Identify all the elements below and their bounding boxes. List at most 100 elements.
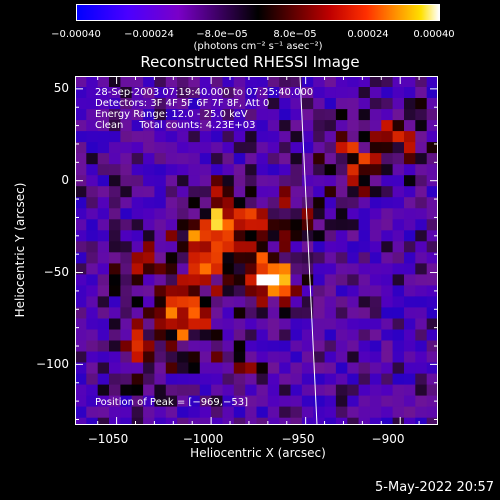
heatmap-cell bbox=[415, 76, 428, 88]
heatmap-cell bbox=[86, 395, 99, 408]
heatmap-cell bbox=[301, 296, 314, 308]
heatmap-cell bbox=[290, 395, 303, 408]
heatmap-cell bbox=[358, 384, 371, 397]
heatmap-cell bbox=[97, 230, 110, 242]
heatmap-cell bbox=[233, 274, 246, 286]
annotation-time: 28-Sep-2003 07:19:40.000 to 07:25:40.000 bbox=[95, 87, 314, 98]
heatmap-cell bbox=[290, 230, 303, 242]
heatmap-cell bbox=[290, 76, 303, 88]
heatmap-cell bbox=[369, 98, 382, 110]
heatmap-cell bbox=[131, 417, 144, 425]
heatmap-cell bbox=[199, 241, 212, 253]
heatmap-cell bbox=[279, 373, 292, 386]
heatmap-cell bbox=[188, 263, 201, 275]
heatmap-cell bbox=[120, 120, 133, 132]
heatmap-cell bbox=[131, 186, 144, 198]
heatmap-cell bbox=[301, 164, 314, 176]
heatmap-cell bbox=[165, 98, 178, 110]
heatmap-cell bbox=[415, 329, 428, 342]
heatmap-cell bbox=[369, 120, 382, 132]
heatmap-cell bbox=[109, 76, 121, 88]
heatmap-cell bbox=[188, 406, 201, 419]
heatmap-cell bbox=[404, 340, 416, 353]
heatmap-cell bbox=[86, 274, 99, 286]
peak-position-label: Position of Peak = [−969,−53] bbox=[95, 397, 248, 408]
plot-area bbox=[75, 76, 438, 425]
heatmap-cell bbox=[75, 241, 87, 253]
heatmap-cell bbox=[324, 296, 337, 308]
heatmap-cell bbox=[109, 98, 121, 110]
heatmap-cell bbox=[222, 263, 235, 275]
heatmap-cell bbox=[131, 362, 144, 375]
heatmap-cell bbox=[313, 340, 326, 353]
heatmap-cell bbox=[143, 230, 155, 242]
heatmap-cell bbox=[358, 318, 371, 331]
heatmap-cell bbox=[177, 274, 189, 286]
heatmap-cell bbox=[97, 384, 110, 397]
heatmap-cell bbox=[404, 131, 416, 143]
heatmap-cell bbox=[109, 186, 121, 198]
heatmap-cell bbox=[165, 362, 178, 375]
heatmap-cell bbox=[131, 351, 144, 364]
heatmap-cell bbox=[222, 373, 235, 386]
heatmap-cell bbox=[347, 252, 360, 264]
heatmap-cell bbox=[381, 340, 394, 353]
heatmap-cell bbox=[199, 274, 212, 286]
heatmap-cell bbox=[143, 340, 155, 353]
heatmap-cell bbox=[301, 307, 314, 319]
heatmap-cell bbox=[177, 175, 189, 187]
heatmap-cell bbox=[109, 274, 121, 286]
heatmap-cell bbox=[188, 87, 201, 99]
heatmap-cell bbox=[313, 395, 326, 408]
heatmap-cell bbox=[381, 362, 394, 375]
heatmap-cell bbox=[313, 362, 326, 375]
heatmap-cell bbox=[290, 252, 303, 264]
heatmap-cell bbox=[75, 120, 87, 132]
heatmap-cell bbox=[233, 362, 246, 375]
heatmap-cell bbox=[313, 230, 326, 242]
heatmap-cell bbox=[75, 219, 87, 231]
heatmap-cell bbox=[392, 208, 405, 220]
heatmap-cell bbox=[313, 175, 326, 187]
heatmap-cell bbox=[279, 340, 292, 353]
heatmap-cell bbox=[279, 230, 292, 242]
heatmap-cell bbox=[358, 362, 371, 375]
heatmap-cell bbox=[97, 98, 110, 110]
heatmap-cell bbox=[131, 197, 144, 209]
heatmap-cell bbox=[211, 120, 223, 132]
heatmap-cell bbox=[267, 362, 280, 375]
heatmap-cell bbox=[256, 120, 269, 132]
heatmap-cell bbox=[211, 373, 223, 386]
heatmap-cell bbox=[279, 120, 292, 132]
heatmap-cell bbox=[120, 340, 133, 353]
heatmap-cell bbox=[143, 274, 155, 286]
heatmap-cell bbox=[154, 219, 167, 231]
solar-limb-line bbox=[299, 76, 318, 425]
heatmap-cell bbox=[313, 406, 326, 419]
heatmap-cell bbox=[188, 417, 201, 425]
heatmap-cell bbox=[199, 142, 212, 154]
heatmap-cell bbox=[188, 109, 201, 121]
heatmap-cell bbox=[324, 340, 337, 353]
heatmap-cell bbox=[154, 373, 167, 386]
heatmap-cell bbox=[86, 417, 99, 425]
heatmap-cell bbox=[369, 164, 382, 176]
heatmap-cell bbox=[426, 98, 438, 110]
heatmap-cell bbox=[120, 76, 133, 88]
heatmap-cell bbox=[109, 208, 121, 220]
heatmap-cell bbox=[324, 252, 337, 264]
heatmap-cell bbox=[415, 153, 428, 165]
heatmap-cell bbox=[245, 87, 258, 99]
heatmap-cell bbox=[154, 131, 167, 143]
heatmap-cell bbox=[381, 186, 394, 198]
heatmap-cell bbox=[279, 274, 292, 286]
heatmap-cell bbox=[177, 164, 189, 176]
heatmap-cell bbox=[199, 296, 212, 308]
heatmap-cell bbox=[120, 219, 133, 231]
heatmap-cell bbox=[75, 109, 87, 121]
heatmap-cell bbox=[301, 329, 314, 342]
heatmap-cell bbox=[267, 417, 280, 425]
heatmap-cell bbox=[233, 252, 246, 264]
heatmap-cell bbox=[222, 296, 235, 308]
heatmap-cell bbox=[301, 285, 314, 297]
